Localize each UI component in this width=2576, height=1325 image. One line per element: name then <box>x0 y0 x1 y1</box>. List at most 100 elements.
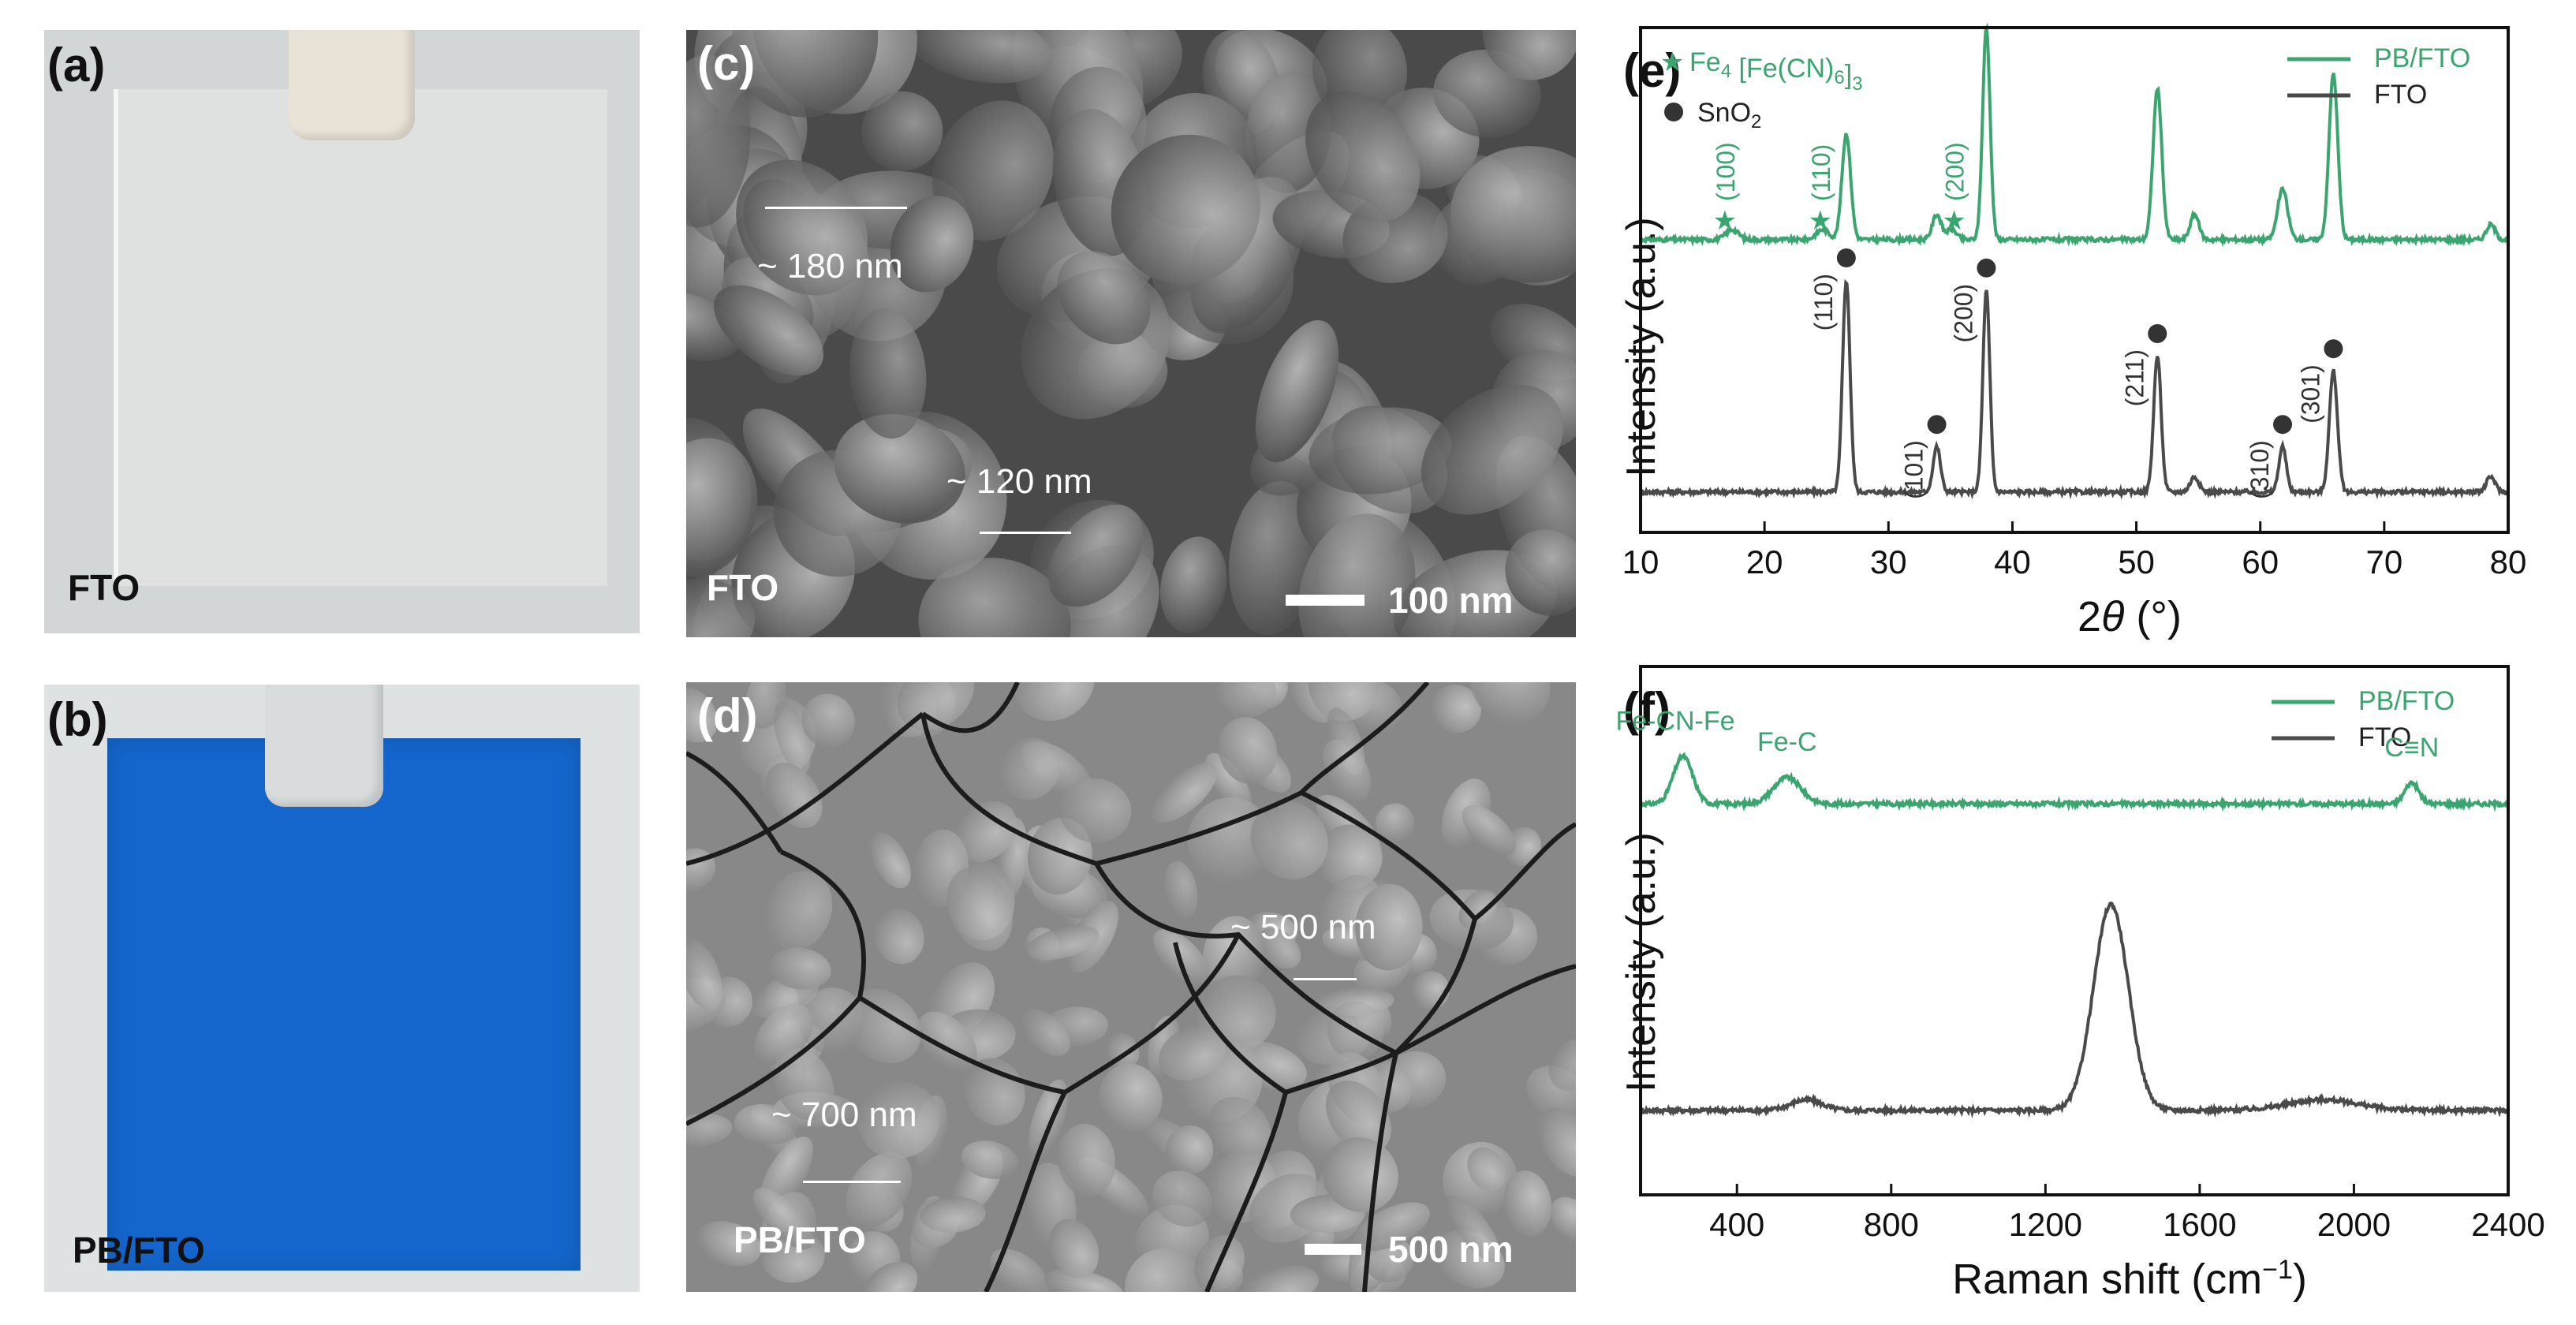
legend-label: FTO <box>2358 722 2411 752</box>
grain <box>714 285 823 376</box>
sem-fto-image <box>686 30 1576 637</box>
grain <box>774 701 811 774</box>
grain <box>1159 536 1227 633</box>
grain <box>1458 890 1498 929</box>
grain <box>846 1151 913 1229</box>
sem-pb-fto-image <box>686 682 1576 1292</box>
grain <box>1058 778 1132 843</box>
grain <box>686 939 722 1011</box>
panel-label-b: (b) <box>47 693 108 746</box>
grain <box>869 831 911 889</box>
grain <box>1375 803 1415 844</box>
caption-c: FTO <box>707 567 779 608</box>
grain <box>752 1188 813 1250</box>
plot-frame <box>1639 26 2510 534</box>
scale-bar-c <box>1286 595 1365 606</box>
x-tick-label: 60 <box>2242 543 2279 580</box>
grain <box>946 867 1013 951</box>
grain <box>890 196 974 293</box>
annotation-180: ~ 180 nm <box>757 247 903 286</box>
grain <box>1166 1125 1214 1175</box>
grain <box>1099 1063 1163 1132</box>
grain <box>1323 738 1372 802</box>
dot-legend-marker <box>1664 103 1683 121</box>
sem-pb-fto: (d) PB/FTO 500 nm ~ 500 nm ~ 700 nm <box>686 682 1576 1292</box>
grain <box>1450 146 1576 283</box>
grain <box>799 987 864 1054</box>
grain <box>1353 1202 1430 1252</box>
star-legend-marker: ★ <box>1660 47 1684 77</box>
grain <box>1057 251 1151 345</box>
annotation-120: ~ 120 nm <box>946 462 1092 501</box>
x-tick-label: 10 <box>1622 543 1659 580</box>
grain <box>1421 384 1563 515</box>
grain <box>1125 1248 1206 1292</box>
x-tick-label: 800 <box>1864 1206 1919 1243</box>
grain <box>1462 804 1516 856</box>
x-tick-label: 80 <box>2490 543 2527 580</box>
raman-peak-label: Fe-C <box>1757 727 1817 757</box>
series-line-pb-fto <box>1639 752 2510 812</box>
pb-hkl-label: (110) <box>1807 144 1835 201</box>
clip <box>265 685 383 807</box>
fto-hkl-label: (211) <box>2120 349 2149 406</box>
annotation-500: ~ 500 nm <box>1230 908 1376 946</box>
x-tick-label: 1200 <box>2009 1206 2082 1243</box>
grain <box>1548 1039 1576 1091</box>
grain <box>918 558 1071 637</box>
grain <box>1218 717 1278 784</box>
grain <box>1258 928 1301 969</box>
x-tick-label: 30 <box>1870 543 1907 580</box>
grain <box>1187 797 1274 883</box>
grain <box>1152 763 1218 823</box>
caption-b: PB/FTO <box>73 1230 205 1271</box>
grain <box>1470 682 1551 725</box>
grain <box>1029 1079 1069 1159</box>
grain <box>1044 1269 1124 1292</box>
grain <box>1505 529 1576 616</box>
panel-label-c: (c) <box>697 37 756 90</box>
grain <box>834 414 965 524</box>
x-tick-label: 40 <box>1994 543 2031 580</box>
x-tick-label: 50 <box>2118 543 2155 580</box>
grain <box>961 1140 1019 1180</box>
grain <box>686 1113 733 1147</box>
panel-label-e: (e) <box>1623 44 1681 97</box>
grain <box>686 438 758 577</box>
grain <box>1208 1096 1271 1162</box>
grain <box>1316 824 1383 890</box>
x-tick-label: 2400 <box>2471 1206 2544 1243</box>
fto-dot-marker <box>2148 324 2167 343</box>
svg-text:Raman shift (cm−1): Raman shift (cm−1) <box>1952 1255 2307 1303</box>
plot-frame <box>1639 665 2510 1196</box>
grain <box>931 100 1055 241</box>
raman-chart: (f) Intensity (a.u.) Raman shift (cm−1) … <box>1615 665 2545 1303</box>
measure-arrow-120 <box>980 532 1071 534</box>
grain <box>1159 1025 1228 1081</box>
grain <box>686 54 751 228</box>
sem-fto: (c) FTO 100 nm ~ 180 nm ~ 120 nm <box>686 30 1576 637</box>
pb-star-marker: ★ <box>1713 206 1737 236</box>
grain <box>1467 1147 1506 1192</box>
grain <box>849 308 927 439</box>
fto-hkl-label: (310) <box>2246 440 2274 499</box>
legend-label: PB/FTO <box>2358 686 2455 716</box>
panel-label-a: (a) <box>47 39 106 91</box>
panel-label-d: (d) <box>697 689 758 742</box>
pb-hkl-label: (200) <box>1941 142 1969 201</box>
grain <box>696 1221 762 1267</box>
grain <box>1482 30 1576 80</box>
pb-hkl-label: (100) <box>1712 142 1740 201</box>
grain <box>1430 685 1482 733</box>
scale-bar-d <box>1305 1244 1361 1255</box>
fto-glass-substrate <box>114 89 607 586</box>
grain <box>1048 504 1144 607</box>
pb-star-marker: ★ <box>1942 206 1966 236</box>
raman-peak-label: C≡N <box>2384 733 2439 763</box>
grain <box>861 91 943 171</box>
grain <box>763 871 833 951</box>
grain <box>954 801 1017 863</box>
x-tick-label: 400 <box>1709 1206 1764 1243</box>
grain <box>857 1081 940 1159</box>
x-tick-label: 20 <box>1746 543 1783 580</box>
